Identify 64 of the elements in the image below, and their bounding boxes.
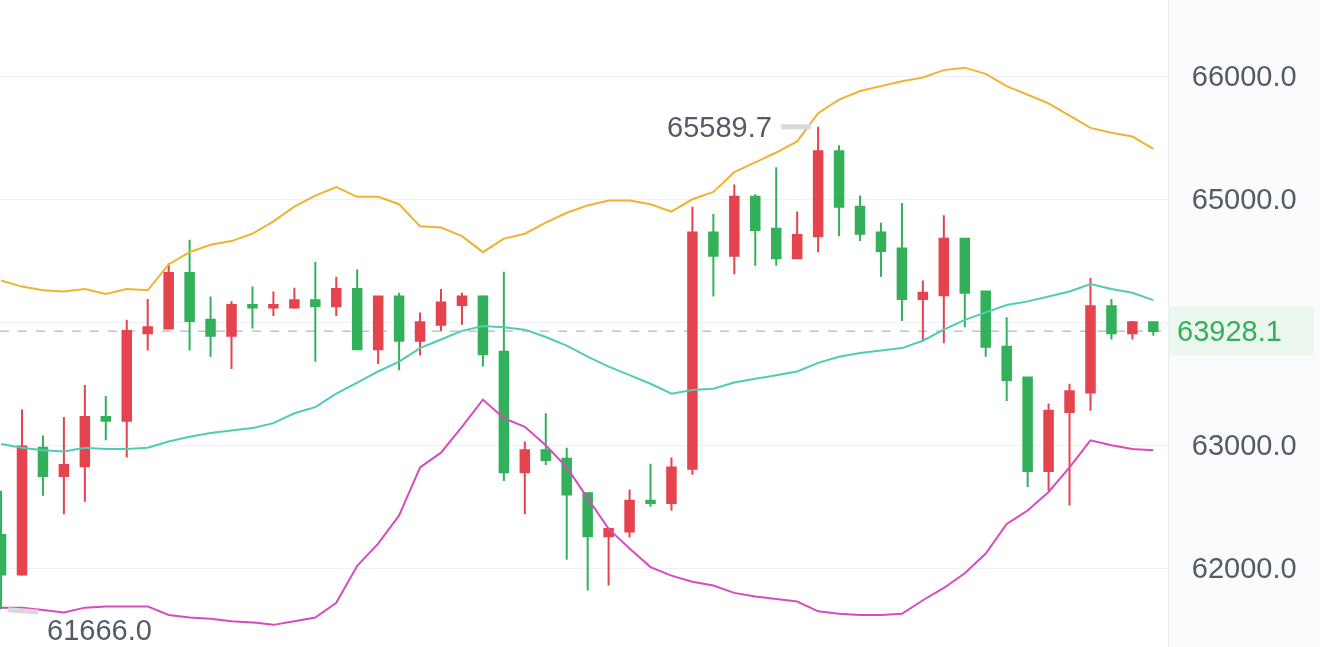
candlestick xyxy=(372,295,384,366)
candlestick xyxy=(16,408,28,577)
line-series xyxy=(0,283,1155,453)
candlestick xyxy=(121,318,132,459)
candlestick xyxy=(435,288,447,332)
candlestick xyxy=(58,415,70,516)
candlestick xyxy=(142,297,153,352)
y-tick-label: 62000.0 xyxy=(1191,552,1297,585)
candlestick xyxy=(624,488,635,539)
candlestick xyxy=(100,395,112,442)
candlestick xyxy=(603,526,614,587)
candlestick xyxy=(561,446,572,561)
candlestick xyxy=(247,285,258,330)
candlestick xyxy=(666,456,677,512)
candlestick xyxy=(393,291,405,372)
candlestick xyxy=(770,166,782,267)
candlestick xyxy=(1106,297,1117,341)
candlestick xyxy=(79,384,91,503)
candlestick xyxy=(687,205,698,476)
candlestick xyxy=(896,201,908,323)
candlestick xyxy=(1001,316,1012,402)
candlestick xyxy=(1148,321,1159,337)
candlestick xyxy=(414,311,426,357)
y-tick-label: 63000.0 xyxy=(1191,429,1297,462)
candlestick xyxy=(163,262,174,330)
candlestick xyxy=(477,294,489,368)
candlestick xyxy=(959,237,971,329)
candlestick xyxy=(519,440,531,516)
candlestick xyxy=(938,214,950,345)
candlestick xyxy=(1022,375,1033,489)
candlestick xyxy=(351,268,363,351)
y-tick-label: 65000.0 xyxy=(1191,183,1297,216)
candlestick xyxy=(37,434,49,497)
candlestick xyxy=(1043,402,1054,492)
candlestick xyxy=(875,221,887,278)
y-tick-label: 66000.0 xyxy=(1191,60,1297,93)
candlestick xyxy=(456,291,468,326)
candlestick xyxy=(1064,382,1075,507)
candlestick xyxy=(833,144,845,238)
candlestick xyxy=(750,193,761,267)
candlestick xyxy=(791,210,803,260)
candlestick xyxy=(645,462,656,508)
candlestick xyxy=(1127,320,1138,341)
candlestick xyxy=(331,275,342,318)
annotation: 65589.7 xyxy=(667,111,772,143)
candlestick xyxy=(310,261,321,363)
candlestick xyxy=(205,295,216,358)
candlestick xyxy=(498,270,510,482)
candlestick xyxy=(917,279,929,342)
annotation: 61666.0 xyxy=(47,614,152,646)
candlestick xyxy=(708,213,719,298)
candlestick xyxy=(980,290,991,358)
line-series xyxy=(0,66,1155,295)
candlestick xyxy=(289,286,300,310)
candlestick xyxy=(1085,276,1096,412)
candlestick xyxy=(582,491,593,592)
ref-line-label: 63928.1 xyxy=(1177,315,1282,347)
candlestick xyxy=(226,300,237,371)
candlestick xyxy=(268,290,279,318)
candlestick xyxy=(540,412,552,466)
candlestick xyxy=(854,194,866,243)
candlestick xyxy=(184,238,195,352)
candlestick xyxy=(812,125,824,254)
candlestick xyxy=(729,183,740,276)
